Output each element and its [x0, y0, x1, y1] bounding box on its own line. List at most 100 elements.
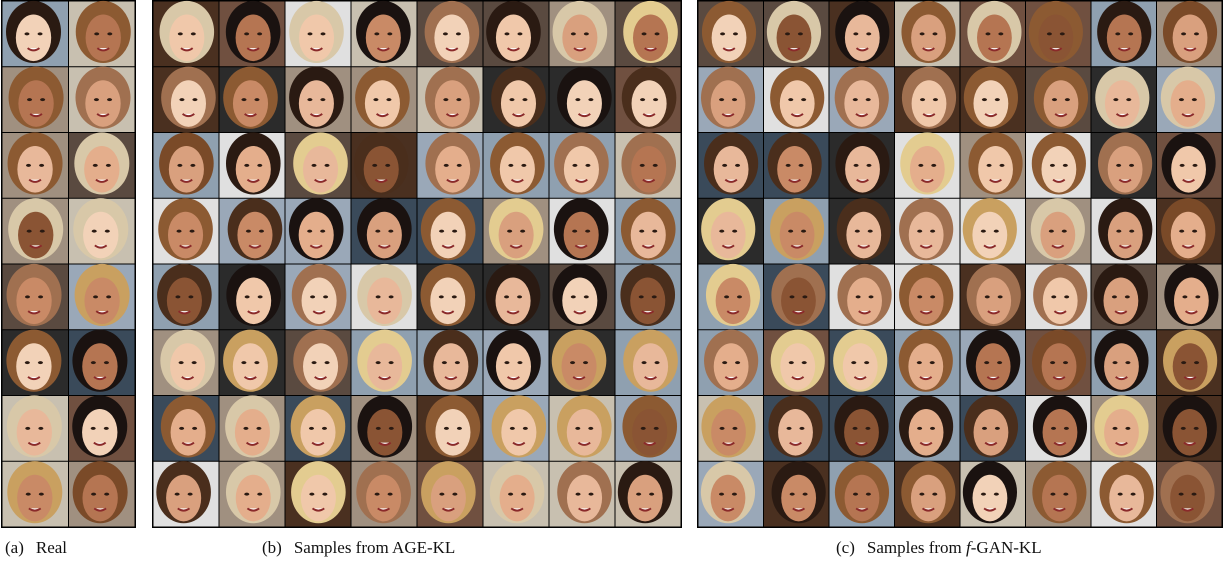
mouth	[575, 245, 587, 247]
caption-label: (b)	[262, 538, 282, 557]
caption-a: (a)Real	[5, 538, 67, 558]
eye	[720, 427, 725, 430]
eye	[374, 32, 379, 35]
caption-label: (c)	[836, 538, 855, 557]
mouth	[1054, 311, 1066, 313]
face	[567, 80, 602, 127]
mouth	[94, 443, 106, 445]
eye	[999, 164, 1004, 167]
eye	[788, 230, 793, 233]
eye	[246, 230, 251, 233]
face-image	[699, 132, 764, 197]
face-image	[69, 330, 135, 395]
eye	[1050, 361, 1055, 364]
mouth	[920, 377, 932, 379]
mouth	[793, 508, 805, 510]
eye	[998, 32, 1003, 35]
face	[911, 475, 946, 522]
face-image	[418, 461, 483, 526]
face-image	[418, 395, 483, 460]
eye	[1113, 427, 1118, 430]
face-image	[616, 1, 681, 66]
face	[780, 80, 815, 127]
eye	[104, 493, 109, 496]
face-image	[830, 132, 895, 197]
eye	[444, 164, 449, 167]
eye	[588, 427, 593, 430]
eye	[106, 295, 111, 298]
face-image	[220, 330, 285, 395]
mouth	[245, 377, 257, 379]
mouth	[857, 180, 869, 182]
eye	[1180, 164, 1185, 167]
eye	[455, 361, 460, 364]
face-image	[352, 132, 417, 197]
face-image	[154, 264, 219, 329]
face-image	[550, 395, 615, 460]
face	[496, 14, 531, 61]
face-image	[1157, 132, 1222, 197]
eye	[930, 230, 935, 233]
eye	[257, 32, 262, 35]
face	[631, 212, 666, 259]
face	[501, 409, 536, 456]
eye	[258, 295, 263, 298]
face	[83, 212, 118, 259]
mouth	[856, 48, 868, 50]
eye	[984, 361, 989, 364]
eye	[456, 32, 461, 35]
face	[1042, 343, 1077, 390]
face-image	[830, 198, 895, 263]
face-image	[1157, 67, 1222, 132]
eye	[308, 32, 313, 35]
face-image	[220, 1, 285, 66]
face	[712, 14, 747, 61]
eye	[105, 230, 110, 233]
eye	[1115, 32, 1120, 35]
eye	[1192, 230, 1197, 233]
eye	[443, 98, 448, 101]
face-image	[484, 395, 549, 460]
mouth	[179, 311, 191, 313]
face	[1173, 14, 1208, 61]
mouth	[639, 508, 651, 510]
eye	[1129, 230, 1134, 233]
face-image	[352, 198, 417, 263]
eye	[719, 493, 724, 496]
eye	[575, 427, 580, 430]
eye	[456, 98, 461, 101]
face-image	[3, 67, 69, 132]
face-image	[418, 198, 483, 263]
eye	[571, 32, 576, 35]
face	[84, 277, 119, 324]
eye	[1051, 427, 1056, 430]
mouth	[576, 180, 588, 182]
face-image	[550, 198, 615, 263]
eye	[786, 164, 791, 167]
eye	[312, 164, 317, 167]
mouth	[95, 245, 107, 247]
face	[366, 14, 401, 61]
mouth	[315, 180, 327, 182]
eye	[93, 164, 98, 167]
eye	[325, 164, 330, 167]
mouth	[722, 245, 734, 247]
mouth	[311, 114, 323, 116]
eye	[865, 427, 870, 430]
face-image	[484, 264, 549, 329]
mouth	[378, 245, 390, 247]
mouth	[94, 377, 106, 379]
eye	[639, 295, 644, 298]
mouth	[312, 443, 324, 445]
mouth	[97, 48, 109, 50]
face-image	[961, 1, 1026, 66]
eye	[385, 164, 390, 167]
eye	[40, 98, 45, 101]
face	[171, 80, 206, 127]
eye	[982, 427, 987, 430]
face-image	[1026, 330, 1091, 395]
eye	[583, 361, 588, 364]
eye	[257, 164, 262, 167]
face	[1171, 212, 1206, 259]
face	[236, 277, 271, 324]
